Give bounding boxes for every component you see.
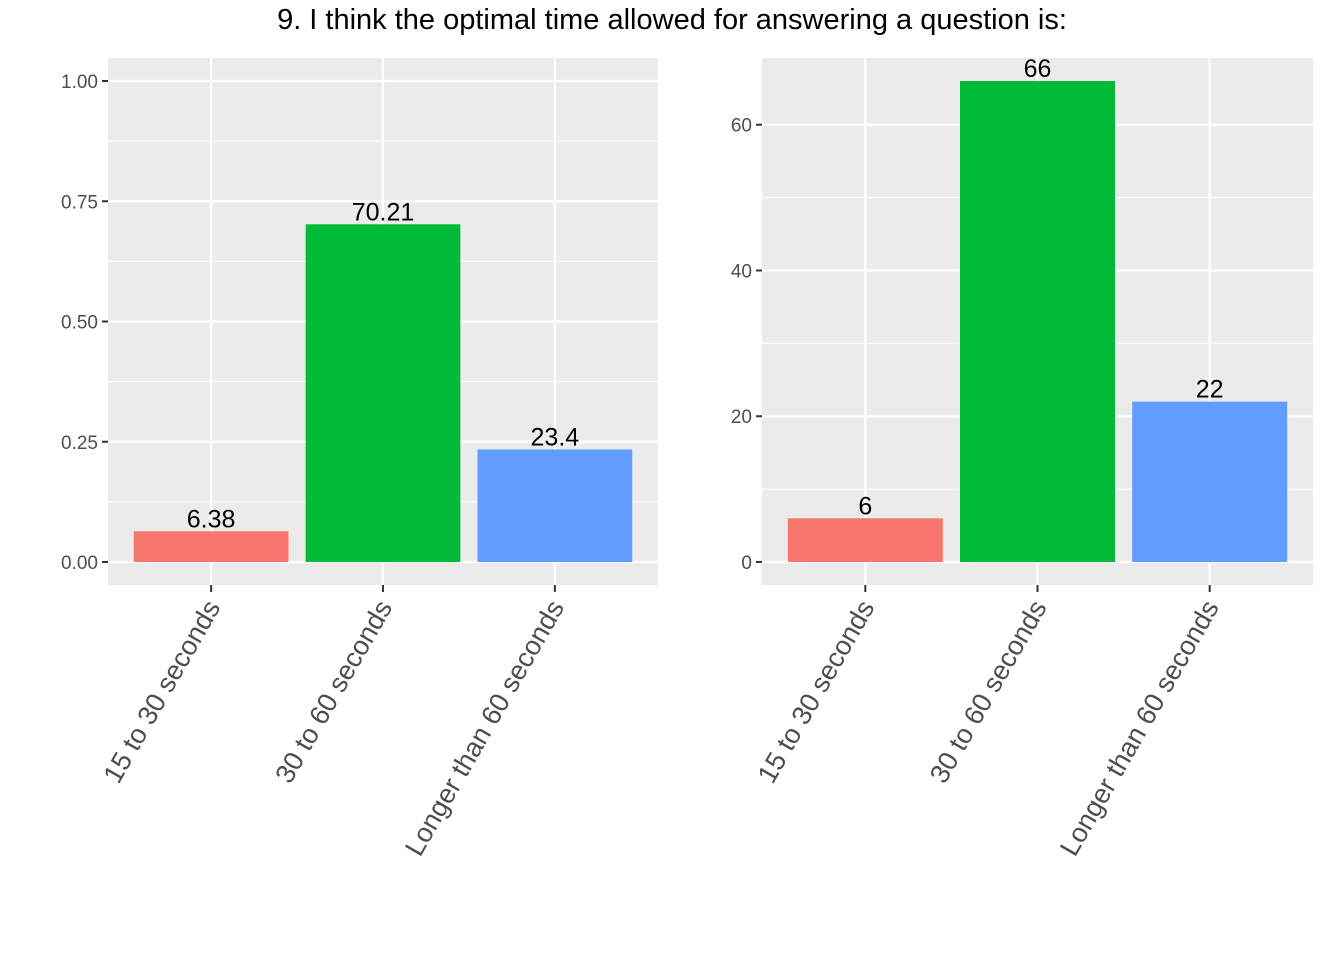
x-tick-label: Longer than 60 seconds [1054, 595, 1225, 861]
y-tick-label: 60 [731, 116, 752, 137]
x-tick-label: Longer than 60 seconds [399, 595, 570, 861]
chart-panel-1: 0.00 0.25 0.50 0.75 1.00 6.38 70.21 23.4 15 to 3… [61, 58, 658, 861]
y-tick-label: 0 [741, 553, 752, 574]
data-label-1: 6.38 [187, 505, 236, 533]
page-title: 9. I think the optimal time allowed for … [277, 4, 1067, 36]
bar-1 [133, 531, 289, 562]
data-label-3: 23.4 [531, 423, 580, 451]
y-tick-label: 0.00 [61, 553, 98, 574]
data-label-1: 6 [858, 492, 872, 520]
y-tick-label: 1.00 [61, 72, 98, 93]
y-tick-label: 20 [731, 407, 752, 428]
bar-2 [305, 224, 461, 562]
y-tick-label: 0.25 [61, 433, 98, 454]
x-tick-label: 15 to 30 seconds [98, 595, 227, 788]
y-tick-label: 40 [731, 261, 752, 282]
bar-1 [787, 518, 943, 562]
bar-3 [1132, 401, 1288, 562]
bar-3 [477, 449, 633, 562]
x-tick-label: 30 to 60 seconds [269, 595, 398, 788]
y-tick-label: 0.75 [61, 192, 98, 213]
x-tick-label: 15 to 30 seconds [752, 595, 881, 788]
x-tick-label: 30 to 60 seconds [924, 595, 1053, 788]
data-label-3: 22 [1196, 376, 1224, 404]
data-label-2: 70.21 [352, 198, 415, 226]
y-tick-label: 0.50 [61, 313, 98, 334]
data-label-2: 66 [1024, 55, 1052, 83]
bar-2 [960, 81, 1115, 562]
